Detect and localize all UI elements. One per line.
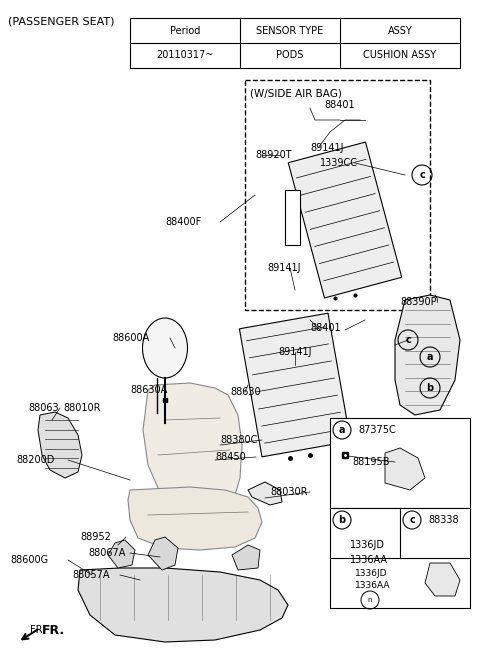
Polygon shape bbox=[148, 537, 178, 570]
Polygon shape bbox=[240, 313, 350, 457]
Text: 89141J: 89141J bbox=[278, 347, 312, 357]
Bar bbox=[285, 190, 300, 245]
Text: (PASSENGER SEAT): (PASSENGER SEAT) bbox=[8, 17, 115, 27]
Polygon shape bbox=[232, 545, 260, 570]
Polygon shape bbox=[128, 487, 262, 550]
Polygon shape bbox=[395, 295, 460, 415]
Bar bbox=[330, 418, 470, 508]
Text: 88063: 88063 bbox=[28, 403, 59, 413]
Polygon shape bbox=[108, 540, 135, 568]
Text: 88030R: 88030R bbox=[270, 487, 308, 497]
Text: 88450: 88450 bbox=[215, 452, 246, 462]
Text: b: b bbox=[426, 383, 433, 393]
Polygon shape bbox=[248, 482, 282, 505]
Text: a: a bbox=[427, 352, 433, 362]
Text: 1336JD: 1336JD bbox=[355, 569, 387, 577]
Polygon shape bbox=[38, 412, 82, 478]
Polygon shape bbox=[385, 448, 425, 490]
Text: 88401: 88401 bbox=[324, 100, 355, 110]
Text: 88195B: 88195B bbox=[352, 457, 389, 467]
Text: b: b bbox=[338, 515, 346, 525]
Bar bbox=[130, 18, 460, 68]
Text: 89141J: 89141J bbox=[310, 143, 344, 153]
Text: 88952: 88952 bbox=[80, 532, 111, 542]
Text: FR.: FR. bbox=[30, 625, 45, 635]
Bar bbox=[245, 80, 430, 310]
Text: 1339CC: 1339CC bbox=[320, 158, 358, 168]
Text: n: n bbox=[368, 597, 372, 603]
Text: 88401: 88401 bbox=[310, 323, 341, 333]
Text: 88600G: 88600G bbox=[10, 555, 48, 565]
Text: ASSY: ASSY bbox=[388, 26, 412, 36]
Text: 1336AA: 1336AA bbox=[355, 581, 391, 590]
Text: 88200D: 88200D bbox=[16, 455, 54, 465]
Text: 88400F: 88400F bbox=[165, 217, 201, 227]
Text: 88010R: 88010R bbox=[63, 403, 100, 413]
Text: PODS: PODS bbox=[276, 51, 304, 61]
Ellipse shape bbox=[143, 318, 188, 378]
Text: c: c bbox=[419, 170, 425, 180]
Text: 88390P: 88390P bbox=[400, 297, 437, 307]
Text: c: c bbox=[405, 335, 411, 345]
Polygon shape bbox=[288, 142, 402, 298]
Text: 1336AA: 1336AA bbox=[350, 555, 388, 565]
Polygon shape bbox=[425, 563, 460, 596]
Text: 87375C: 87375C bbox=[358, 425, 396, 435]
Text: (W/SIDE AIR BAG): (W/SIDE AIR BAG) bbox=[250, 89, 342, 99]
Text: 88600A: 88600A bbox=[112, 333, 149, 343]
Text: a: a bbox=[339, 425, 345, 435]
Text: 89141J: 89141J bbox=[267, 263, 300, 273]
Text: SENSOR TYPE: SENSOR TYPE bbox=[256, 26, 324, 36]
Text: 1336JD: 1336JD bbox=[350, 540, 385, 550]
Text: 20110317~: 20110317~ bbox=[156, 51, 214, 61]
Text: 88338: 88338 bbox=[428, 515, 458, 525]
Text: 88380C: 88380C bbox=[220, 435, 257, 445]
Text: c: c bbox=[409, 515, 415, 525]
Text: 88067A: 88067A bbox=[88, 548, 125, 558]
Polygon shape bbox=[143, 383, 242, 508]
Text: 88057A: 88057A bbox=[72, 570, 109, 580]
Text: CUSHION ASSY: CUSHION ASSY bbox=[363, 51, 437, 61]
Text: 88630A: 88630A bbox=[130, 385, 167, 395]
Text: 88630: 88630 bbox=[230, 387, 261, 397]
Text: Period: Period bbox=[170, 26, 200, 36]
Text: FR.: FR. bbox=[42, 623, 65, 637]
Polygon shape bbox=[78, 568, 288, 642]
Text: 88920T: 88920T bbox=[255, 150, 292, 160]
Bar bbox=[330, 508, 470, 608]
